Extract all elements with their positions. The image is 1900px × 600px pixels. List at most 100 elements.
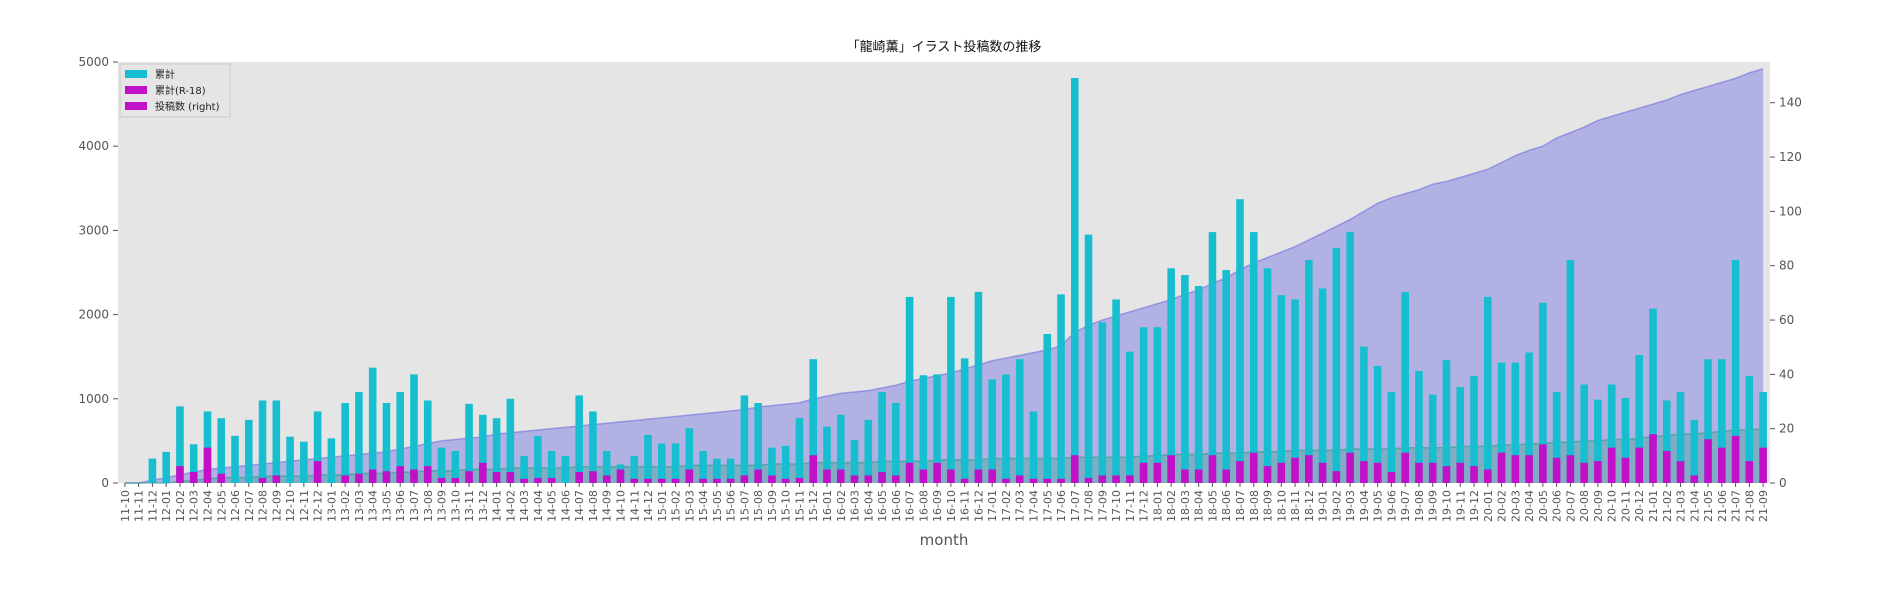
bar-r18-20-04 xyxy=(1525,455,1533,483)
x-tick-label-18-11: 18-11 xyxy=(1289,490,1302,522)
bar-r18-12-05 xyxy=(217,473,226,483)
x-tick-label-13-07: 13-07 xyxy=(408,490,421,522)
x-tick-label-15-03: 15-03 xyxy=(683,490,696,522)
bar-r18-20-11 xyxy=(1621,457,1630,483)
x-tick-label-13-12: 13-12 xyxy=(477,490,490,522)
x-tick-label-13-01: 13-01 xyxy=(325,490,338,522)
bar-cumulative-21-04 xyxy=(1690,419,1699,483)
bar-r18-21-05 xyxy=(1704,439,1712,483)
bar-cumulative-14-05 xyxy=(547,451,556,483)
x-tick-label-16-06: 16-06 xyxy=(890,490,903,522)
bar-cumulative-20-12 xyxy=(1635,355,1644,483)
bar-r18-17-01 xyxy=(988,469,996,483)
bar-r18-17-04 xyxy=(1029,478,1038,483)
bar-cumulative-20-02 xyxy=(1497,362,1506,483)
bar-cumulative-16-08 xyxy=(919,375,928,483)
legend-label-posts: 投稿数 (right) xyxy=(155,100,220,113)
bar-cumulative-13-07 xyxy=(410,374,418,483)
x-tick-label-19-05: 19-05 xyxy=(1372,490,1385,522)
bar-r18-20-10 xyxy=(1607,447,1616,483)
bar-cumulative-15-09 xyxy=(768,447,776,483)
bar-r18-19-06 xyxy=(1387,472,1396,483)
bar-cumulative-13-04 xyxy=(368,367,377,483)
bar-r18-15-09 xyxy=(768,475,776,483)
bar-r18-21-03 xyxy=(1676,461,1685,483)
bar-cumulative-14-01 xyxy=(492,418,501,483)
bar-cumulative-16-03 xyxy=(850,440,859,483)
bar-r18-12-04 xyxy=(203,447,212,483)
bar-r18-20-02 xyxy=(1497,452,1506,483)
bar-r18-17-09 xyxy=(1098,475,1107,483)
bar-cumulative-15-06 xyxy=(726,458,735,483)
x-tick-label-12-06: 12-06 xyxy=(229,490,242,522)
bar-r18-20-07 xyxy=(1566,455,1575,483)
bar-r18-20-09 xyxy=(1594,461,1602,483)
x-tick-label-12-01: 12-01 xyxy=(160,490,173,522)
bar-r18-19-05 xyxy=(1373,462,1382,483)
bar-cumulative-15-10 xyxy=(781,445,790,483)
x-tick-label-16-12: 16-12 xyxy=(972,490,985,522)
bar-cumulative-15-07 xyxy=(740,395,749,483)
bar-r18-14-11 xyxy=(630,478,639,483)
bar-cumulative-14-09 xyxy=(602,451,611,483)
x-tick-label-20-12: 20-12 xyxy=(1633,490,1646,522)
x-tick-label-19-12: 19-12 xyxy=(1468,490,1481,522)
bar-cumulative-20-07 xyxy=(1566,259,1575,483)
bar-r18-13-11 xyxy=(465,471,473,483)
bar-cumulative-17-04 xyxy=(1029,411,1038,483)
bar-r18-19-10 xyxy=(1442,466,1451,483)
bar-r18-16-08 xyxy=(919,469,928,483)
bar-r18-16-09 xyxy=(933,462,941,483)
bar-cumulative-18-03 xyxy=(1181,275,1189,483)
x-tick-label-21-02: 21-02 xyxy=(1661,490,1674,522)
bar-r18-19-01 xyxy=(1318,462,1327,483)
x-axis-title: month xyxy=(920,531,969,549)
x-tick-label-18-03: 18-03 xyxy=(1179,490,1192,522)
bar-cumulative-19-03 xyxy=(1346,232,1354,483)
bar-cumulative-18-06 xyxy=(1222,269,1231,483)
bar-cumulative-12-11 xyxy=(300,441,308,483)
bar-cumulative-14-02 xyxy=(506,398,515,483)
legend-swatch-posts xyxy=(125,102,147,110)
bar-cumulative-15-03 xyxy=(685,428,694,483)
bar-r18-13-09 xyxy=(437,477,446,483)
bar-r18-20-05 xyxy=(1539,444,1547,483)
bar-r18-21-02 xyxy=(1662,451,1671,483)
x-tick-label-14-06: 14-06 xyxy=(559,490,572,522)
x-tick-label-14-09: 14-09 xyxy=(601,490,614,522)
bar-r18-19-04 xyxy=(1360,461,1368,483)
bar-r18-21-08 xyxy=(1745,461,1754,483)
bar-cumulative-18-02 xyxy=(1167,268,1175,483)
bar-cumulative-19-10 xyxy=(1442,360,1451,483)
x-tick-label-13-03: 13-03 xyxy=(353,490,366,522)
bar-cumulative-14-04 xyxy=(534,435,542,483)
x-tick-label-12-04: 12-04 xyxy=(201,490,214,522)
bar-r18-18-02 xyxy=(1167,455,1175,483)
x-tick-label-16-05: 16-05 xyxy=(876,490,889,522)
bar-r18-16-12 xyxy=(974,469,983,483)
x-tick-label-20-11: 20-11 xyxy=(1619,490,1632,522)
x-tick-label-11-11: 11-11 xyxy=(133,490,146,522)
x-tick-label-14-11: 14-11 xyxy=(628,490,641,522)
x-tick-label-21-07: 21-07 xyxy=(1730,490,1743,522)
bar-cumulative-13-05 xyxy=(382,403,391,483)
bar-cumulative-19-12 xyxy=(1470,376,1478,483)
x-tick-label-15-04: 15-04 xyxy=(697,490,710,522)
bar-r18-19-03 xyxy=(1346,452,1354,483)
bar-layer xyxy=(148,77,1767,484)
bar-cumulative-17-02 xyxy=(1002,374,1010,483)
bar-cumulative-14-08 xyxy=(589,411,597,483)
plot-background xyxy=(118,62,1770,483)
x-tick-label-18-10: 18-10 xyxy=(1275,490,1288,522)
bar-r18-15-06 xyxy=(726,478,735,483)
y-tick-label: 4000 xyxy=(78,139,109,153)
bar-cumulative-18-09 xyxy=(1263,268,1272,483)
bar-cumulative-21-05 xyxy=(1704,359,1712,483)
bar-r18-16-05 xyxy=(878,472,886,483)
x-tick-label-20-06: 20-06 xyxy=(1551,490,1564,522)
bar-r18-16-03 xyxy=(850,475,859,483)
bar-cumulative-16-01 xyxy=(823,426,831,483)
bar-r18-17-10 xyxy=(1112,475,1120,483)
y2-tick-label: 80 xyxy=(1779,259,1794,273)
bar-cumulative-20-05 xyxy=(1539,302,1547,483)
